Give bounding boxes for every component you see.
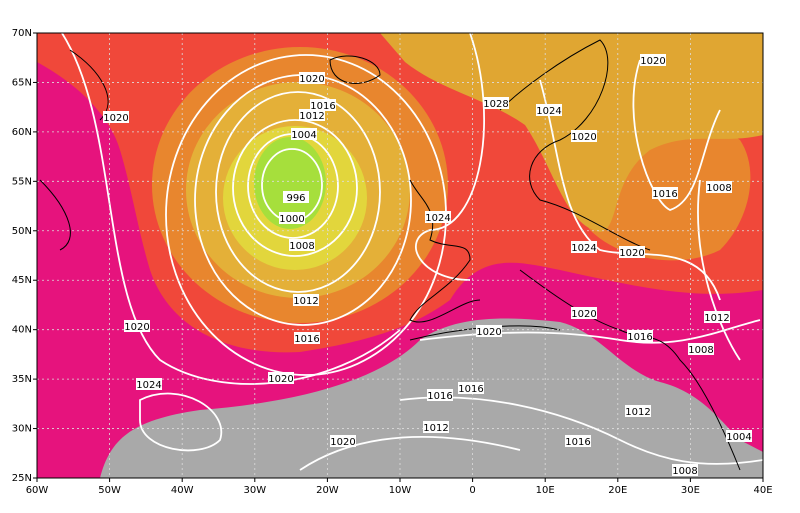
lat-label: 35N — [12, 374, 32, 385]
isobar-label: 1024 — [136, 380, 161, 391]
label-box — [299, 72, 325, 84]
label-box — [458, 382, 484, 394]
isobar-label: 1024 — [536, 106, 561, 117]
lon-label: 0 — [469, 485, 475, 496]
label-box — [619, 246, 645, 258]
label-box — [571, 307, 597, 319]
isobar-label: 1020 — [619, 248, 644, 259]
label-box — [427, 389, 453, 401]
label-box — [571, 241, 597, 253]
lon-label: 20W — [316, 485, 339, 496]
isobar-label: 1008 — [688, 345, 713, 356]
isobar-label: 996 — [286, 193, 305, 204]
label-box — [571, 130, 597, 142]
isobar-label: 1004 — [291, 130, 316, 141]
label-box — [425, 211, 451, 223]
label-box — [310, 99, 336, 111]
isobar-label: 1020 — [640, 56, 665, 67]
isobar-label: 1016 — [310, 101, 335, 112]
lon-label: 40W — [171, 485, 194, 496]
isobar-label: 1012 — [293, 296, 318, 307]
isobar-label: 1024 — [571, 243, 596, 254]
label-box — [136, 378, 162, 390]
lon-label: 40E — [753, 485, 772, 496]
label-box — [565, 435, 591, 447]
label-box — [625, 405, 651, 417]
isobar-label: 1020 — [268, 374, 293, 385]
lat-label: 50N — [12, 226, 32, 237]
isobar-label: 1000 — [279, 214, 304, 225]
isobar-label: 1016 — [565, 437, 590, 448]
lat-label: 60N — [12, 127, 32, 138]
label-box — [103, 111, 129, 123]
isobar-label: 1008 — [706, 183, 731, 194]
isobar-label: 1016 — [458, 384, 483, 395]
lat-label: 45N — [12, 275, 32, 286]
isobar-label: 1020 — [124, 322, 149, 333]
field-green — [254, 137, 326, 229]
isobar-label: 1008 — [289, 241, 314, 252]
isobar-label: 1020 — [299, 74, 324, 85]
pressure-field — [37, 33, 763, 478]
label-box — [536, 104, 562, 116]
label-box — [688, 343, 714, 355]
lat-label: 65N — [12, 77, 32, 88]
isobar-label: 1020 — [476, 327, 501, 338]
label-box — [289, 239, 315, 251]
lat-label: 40N — [12, 325, 32, 336]
isobar-label: 1028 — [483, 99, 508, 110]
isobar-label: 1012 — [423, 423, 448, 434]
isobar-label: 1008 — [672, 466, 697, 477]
lon-label: 50W — [98, 485, 121, 496]
label-box — [283, 191, 309, 203]
isobar-label: 1012 — [625, 407, 650, 418]
isobar-label: 1012 — [704, 313, 729, 324]
isobar-label: 1016 — [427, 391, 452, 402]
label-box — [423, 421, 449, 433]
label-box — [706, 181, 732, 193]
lon-label: 10W — [389, 485, 412, 496]
label-box — [294, 332, 320, 344]
label-box — [726, 430, 752, 442]
isobar-label: 1016 — [627, 332, 652, 343]
label-box — [627, 330, 653, 342]
label-box — [124, 320, 150, 332]
label-box — [293, 294, 319, 306]
isobar-label: 1024 — [425, 213, 450, 224]
lon-label: 10E — [536, 485, 555, 496]
graticule — [37, 33, 763, 478]
label-box — [476, 325, 502, 337]
lat-label: 25N — [12, 473, 32, 484]
isobar-label: 1020 — [103, 113, 128, 124]
label-box — [640, 54, 666, 66]
label-box — [299, 109, 325, 121]
lat-label: 30N — [12, 424, 32, 435]
isobar-label: 1020 — [330, 437, 355, 448]
label-box — [268, 372, 294, 384]
label-box — [652, 187, 678, 199]
label-box — [672, 464, 698, 476]
lat-label: 70N — [12, 28, 32, 39]
isobar-labels: 1020101610121004996100010081012101610201… — [103, 54, 752, 477]
isobar-label: 1016 — [652, 189, 677, 200]
label-box — [279, 212, 305, 224]
lon-label: 60W — [26, 485, 49, 496]
isobar-label: 1012 — [299, 111, 324, 122]
isobar-label: 1020 — [571, 309, 596, 320]
isobar-label: 1004 — [726, 432, 751, 443]
label-box — [291, 128, 317, 140]
lat-label: 55N — [12, 176, 32, 187]
lon-label: 20E — [608, 485, 627, 496]
lon-label: 30W — [243, 485, 266, 496]
label-box — [704, 311, 730, 323]
label-box — [483, 97, 509, 109]
isobar-label: 1016 — [294, 334, 319, 345]
lon-label: 30E — [681, 485, 700, 496]
label-box — [330, 435, 356, 447]
isobar-label: 1020 — [571, 132, 596, 143]
